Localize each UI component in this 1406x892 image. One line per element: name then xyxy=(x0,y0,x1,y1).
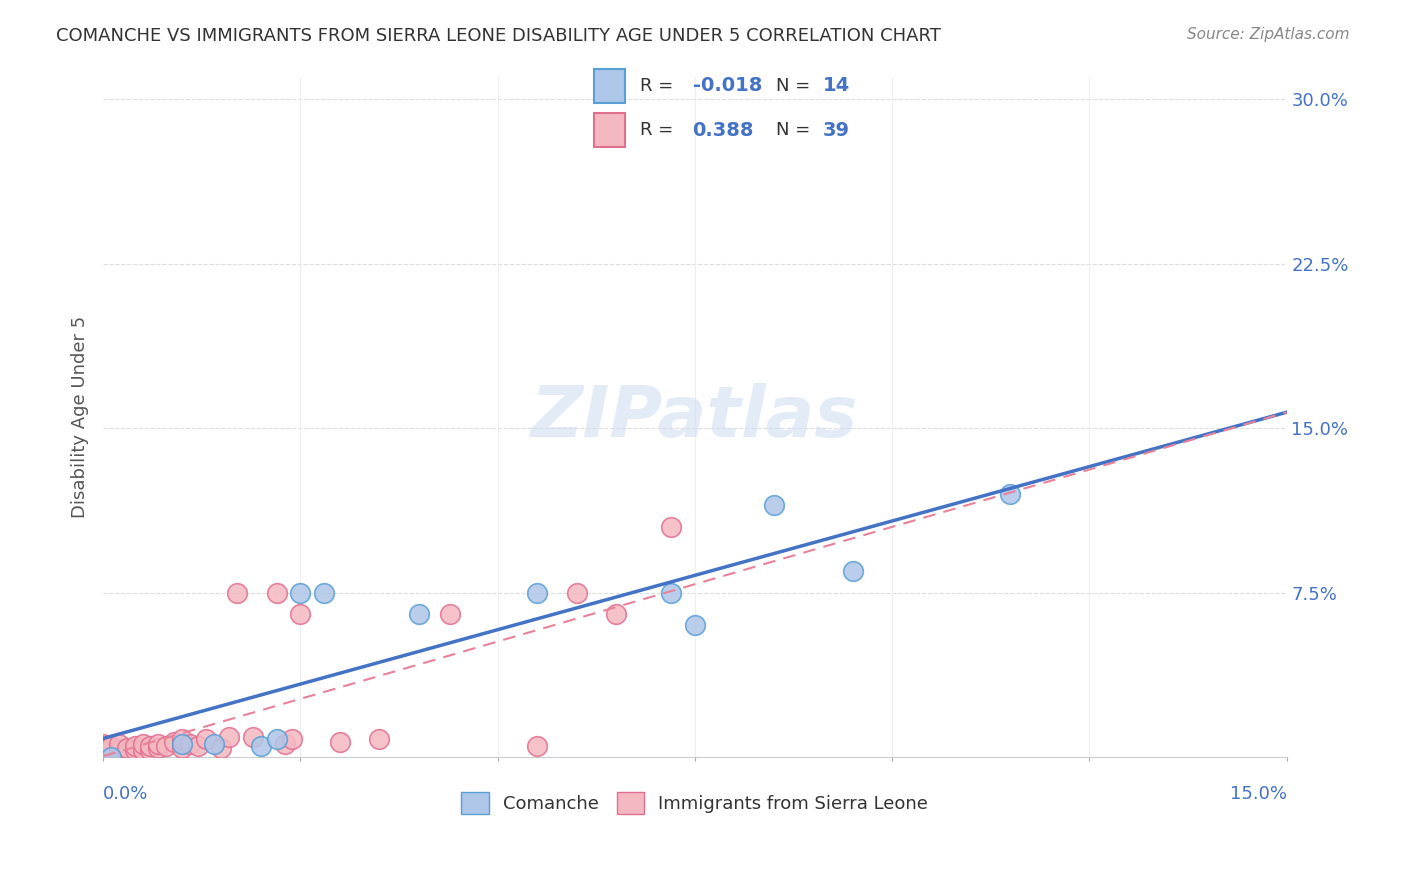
Point xyxy=(526,739,548,753)
Text: 14: 14 xyxy=(823,76,849,95)
Point xyxy=(170,737,193,751)
Point xyxy=(242,730,264,744)
FancyBboxPatch shape xyxy=(593,113,624,147)
Y-axis label: Disability Age Under 5: Disability Age Under 5 xyxy=(72,316,89,518)
Point xyxy=(148,737,170,751)
Point xyxy=(659,585,682,599)
Text: 15.0%: 15.0% xyxy=(1230,786,1286,804)
Point xyxy=(290,607,312,622)
Point xyxy=(100,739,122,753)
Point xyxy=(170,741,193,756)
Point xyxy=(250,739,273,753)
Text: -0.018: -0.018 xyxy=(693,76,762,95)
Point xyxy=(329,734,352,748)
Point xyxy=(91,739,114,753)
Point xyxy=(290,585,312,599)
Point xyxy=(131,743,153,757)
Text: N =: N = xyxy=(776,77,815,95)
Point xyxy=(139,743,162,757)
Point xyxy=(211,741,233,756)
Point xyxy=(281,732,304,747)
Point xyxy=(91,737,114,751)
Point xyxy=(841,564,863,578)
Text: COMANCHE VS IMMIGRANTS FROM SIERRA LEONE DISABILITY AGE UNDER 5 CORRELATION CHAR: COMANCHE VS IMMIGRANTS FROM SIERRA LEONE… xyxy=(56,27,941,45)
Point xyxy=(124,743,146,757)
Point xyxy=(139,739,162,753)
Text: Source: ZipAtlas.com: Source: ZipAtlas.com xyxy=(1187,27,1350,42)
Point xyxy=(108,737,131,751)
Point xyxy=(368,732,391,747)
Point xyxy=(439,607,461,622)
Point xyxy=(226,585,249,599)
Point xyxy=(100,746,122,760)
Point xyxy=(659,520,682,534)
Point xyxy=(202,737,225,751)
Point xyxy=(408,607,430,622)
Legend: Comanche, Immigrants from Sierra Leone: Comanche, Immigrants from Sierra Leone xyxy=(453,782,938,822)
Point xyxy=(187,739,209,753)
Point xyxy=(266,732,288,747)
Point xyxy=(148,741,170,756)
Text: ZIPatlas: ZIPatlas xyxy=(531,383,859,451)
Point xyxy=(1000,487,1022,501)
Point xyxy=(565,585,588,599)
Point xyxy=(194,732,217,747)
Point xyxy=(163,734,186,748)
Point xyxy=(312,585,335,599)
Text: 0.388: 0.388 xyxy=(693,120,754,140)
Point xyxy=(155,739,177,753)
FancyBboxPatch shape xyxy=(593,69,624,103)
Point xyxy=(762,498,785,512)
Point xyxy=(266,585,288,599)
Point xyxy=(131,737,153,751)
Point xyxy=(108,743,131,757)
Point xyxy=(115,741,138,756)
Point xyxy=(683,618,706,632)
Point xyxy=(170,732,193,747)
Point xyxy=(273,737,295,751)
Point xyxy=(124,739,146,753)
Point xyxy=(605,607,627,622)
Text: 0.0%: 0.0% xyxy=(103,786,149,804)
Text: 39: 39 xyxy=(823,120,849,140)
Point xyxy=(526,585,548,599)
Point xyxy=(100,741,122,756)
Text: R =: R = xyxy=(640,77,679,95)
Point xyxy=(218,730,240,744)
Point xyxy=(115,746,138,760)
Text: R =: R = xyxy=(640,121,685,139)
Point xyxy=(179,737,201,751)
Point xyxy=(100,750,122,764)
Text: N =: N = xyxy=(776,121,815,139)
